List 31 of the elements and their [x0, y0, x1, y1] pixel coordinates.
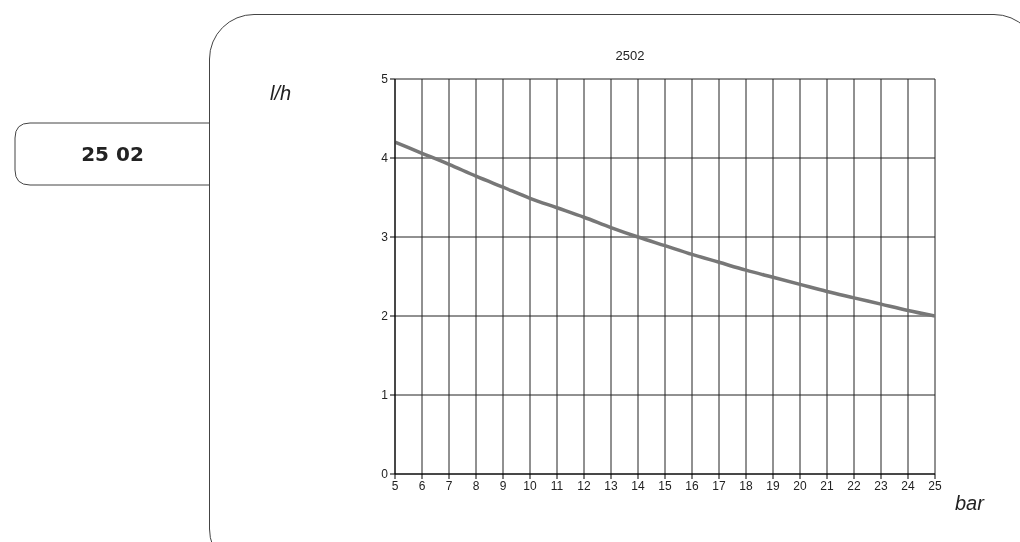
x-tick-label: 15	[658, 478, 672, 493]
x-tick-label: 5	[391, 478, 399, 493]
x-tick-label: 16	[685, 478, 699, 493]
y-tick-label: 0	[381, 467, 389, 482]
y-tick-label: 2	[381, 309, 389, 324]
y-axis-title: l/h	[270, 82, 292, 105]
x-tick-label: 18	[739, 478, 753, 493]
y-tick-label: 5	[381, 72, 389, 87]
x-tick-label: 10	[523, 478, 537, 493]
y-tick-label: 1	[381, 388, 389, 403]
x-tick-label: 17	[712, 478, 726, 493]
x-tick-label: 20	[793, 478, 807, 493]
x-tick-label: 25	[928, 478, 942, 493]
x-tick-label: 9	[499, 478, 507, 493]
x-axis-title: bar	[955, 492, 984, 515]
x-tick-label: 7	[445, 478, 453, 493]
x-tick-label: 22	[847, 478, 861, 493]
x-tick-label: 8	[472, 478, 480, 493]
y-tick-label: 4	[381, 151, 389, 166]
x-tick-label: 13	[604, 478, 618, 493]
x-tick-label: 23	[874, 478, 888, 493]
chart-title: 2502	[614, 48, 646, 63]
x-tick-label: 19	[766, 478, 780, 493]
x-tick-label: 24	[901, 478, 915, 493]
x-tick-label: 6	[418, 478, 426, 493]
x-tick-label: 14	[631, 478, 645, 493]
x-tick-label: 11	[550, 478, 564, 493]
line-series	[395, 140, 935, 318]
x-tick-label: 21	[820, 478, 834, 493]
x-tick-label: 12	[577, 478, 591, 493]
y-tick-label: 3	[381, 230, 389, 245]
